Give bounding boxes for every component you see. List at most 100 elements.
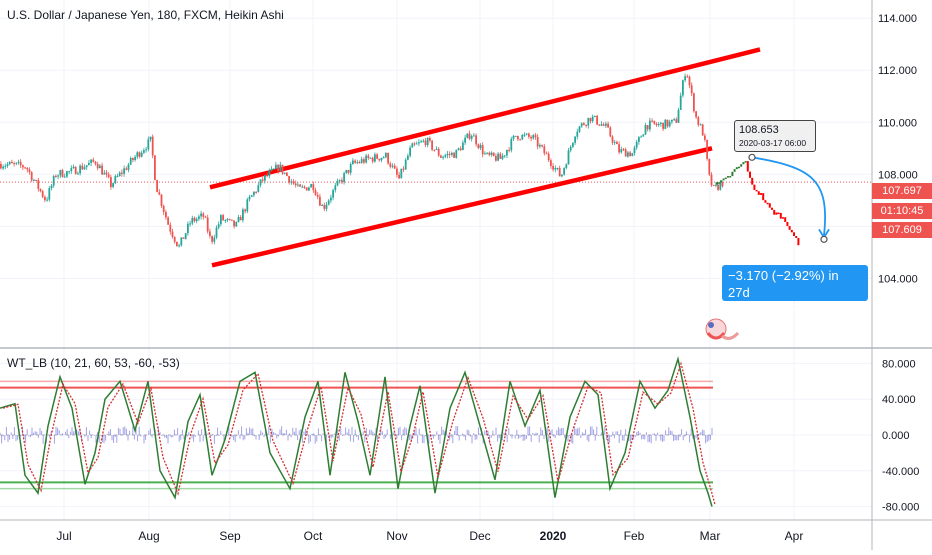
candle-body [250,195,253,197]
candle-body [666,119,669,127]
candle-body [591,116,594,122]
projection-box[interactable]: −3.170 (−2.92%) in 27d 105.483 ◷ 2020-04… [722,265,868,328]
candle-body [338,180,341,182]
forecast-candle [729,176,732,178]
candle-body [607,123,609,128]
projection-end-point [820,235,828,243]
forecast-candle [727,176,729,178]
candle-body [459,148,462,151]
candle-body [182,237,185,239]
candle-body [572,142,574,147]
candle-body [272,168,275,170]
candle-body [688,76,691,86]
candle-body [376,154,378,159]
candle-body [209,231,211,237]
wt-y-tick-label: -40.000 [882,466,919,478]
forecast-candle [753,184,756,190]
candle-body [464,137,466,143]
candle-body [462,142,464,151]
candle-body [715,184,717,186]
candle-body [297,184,299,186]
candle-body [598,124,601,126]
candle-body [407,155,409,160]
candle-body [660,122,662,125]
candle-body [391,165,394,167]
forecast-candle [762,193,765,201]
candle-body [288,176,290,183]
candle-body [123,168,125,174]
candle-body [253,191,255,196]
candle-body [356,162,359,164]
candle-body [363,159,365,163]
candle-body [79,165,81,174]
candle-body [539,145,541,147]
candle-body [286,172,288,177]
candle-body [57,175,59,177]
candle-body [673,119,675,121]
forecast-candle [731,171,734,177]
forecast-candle [779,212,782,219]
candle-body [409,147,411,156]
candle-body [525,133,528,135]
candle-body [706,139,708,159]
indicator-title: WT_LB (10, 21, 60, 53, -60, -53) [7,356,180,370]
trend-channel [209,47,761,268]
candle-body [541,145,543,147]
candle-body [156,180,158,193]
candle-body [712,184,715,186]
candle-body [486,152,488,154]
candles [0,73,724,248]
candle-body [642,134,645,137]
forecast-candle [766,202,769,205]
candle-body [167,217,169,225]
forecast-candles [716,161,800,246]
candle-body [704,135,706,140]
candle-body [28,169,31,173]
forecast-candle [749,171,751,178]
candle-body [418,142,420,144]
candle-body [246,199,249,212]
candle-body [699,124,702,126]
candle-body [261,179,264,181]
candle-body [567,150,570,165]
forecast-candle [790,229,793,233]
candle-body [327,200,330,205]
candle-body [316,194,319,197]
x-tick-label: 2020 [540,529,567,543]
candle-body [200,213,202,217]
candle-body [387,152,389,164]
x-tick-label: Apr [785,529,804,543]
candle-body [657,124,660,126]
x-tick-label: Nov [386,529,407,543]
candle-body [215,227,218,238]
candle-body [68,171,70,173]
candle-body [490,152,493,155]
candle-body [112,183,114,187]
candle-body [677,109,680,123]
forecast-candle [740,164,743,167]
candle-body [178,245,180,247]
candle-body [72,166,75,169]
y-tick-label: 104.000 [878,273,918,285]
wt-y-tick-label: 80.000 [882,358,916,370]
candle-body [55,176,57,178]
projection-change: −3.170 (−2.92%) in 27d [728,268,839,300]
candle-body [85,165,88,168]
candle-body [422,140,425,142]
candle-body [697,117,700,125]
candle-body [125,168,128,170]
candle-body [580,123,583,127]
candle-body [283,172,286,174]
candle-body [138,152,141,157]
candle-body [655,123,658,126]
candle-body [492,152,495,156]
candle-body [611,136,614,143]
candle-body [382,157,385,159]
candle-body [292,181,295,184]
candle-body [99,165,101,169]
candle-body [574,136,576,143]
candle-body [451,152,453,155]
candle-body [719,182,722,190]
candle-body [211,236,213,242]
x-tick-label: Oct [304,529,323,543]
